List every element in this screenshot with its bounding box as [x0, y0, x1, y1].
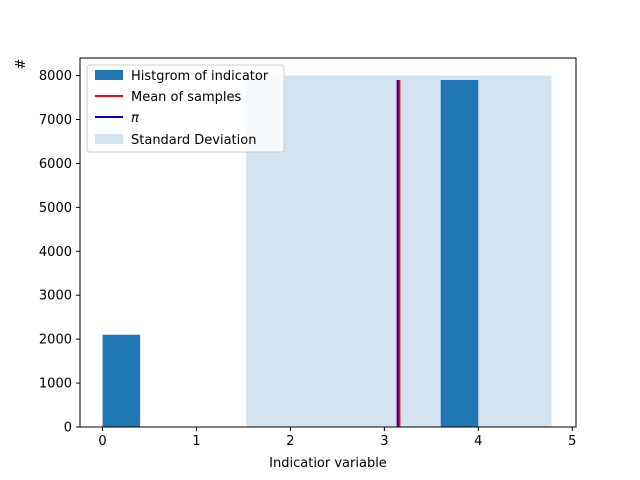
x-tick-label: 2	[286, 434, 294, 449]
legend: Histgrom of indicator Mean of samples π …	[86, 64, 285, 153]
x-tick-label: 0	[98, 434, 106, 449]
y-tick-label: 1000	[39, 377, 72, 392]
legend-std-swatch	[95, 134, 123, 144]
legend-mean-label: Mean of samples	[131, 90, 241, 105]
x-tick-label: 1	[192, 434, 200, 449]
y-tick-label: 2000	[39, 333, 72, 348]
histogram-bar-0	[102, 334, 141, 427]
y-tick-label: 7000	[39, 113, 72, 128]
y-tick-label: 5000	[39, 201, 72, 216]
line-layer	[396, 79, 401, 427]
y-tick-label: 6000	[39, 157, 72, 172]
y-tick-label: 4000	[39, 245, 72, 260]
legend-histogram-swatch	[95, 70, 123, 80]
y-ticks: 0 1000 2000 3000 4000 5000 6000 7000 8000	[39, 69, 80, 436]
y-axis-label: #	[14, 59, 29, 70]
y-tick-label: 0	[64, 421, 72, 436]
x-tick-label: 3	[380, 434, 388, 449]
y-tick-label: 8000	[39, 69, 72, 84]
y-tick-label: 3000	[39, 289, 72, 304]
x-ticks: 0 1 2 3 4 5	[98, 427, 576, 449]
x-tick-label: 4	[474, 434, 482, 449]
legend-std-label: Standard Deviation	[131, 133, 256, 148]
x-axis-label: Indicatior variable	[269, 456, 387, 471]
bar-layer	[102, 79, 479, 427]
plot-frame	[79, 57, 577, 428]
legend-histogram-label: Histgrom of indicator	[131, 69, 269, 84]
histogram-bar-1	[440, 79, 479, 427]
x-tick-label: 5	[568, 434, 576, 449]
legend-pi-label: π	[131, 111, 139, 126]
legend-box	[86, 64, 285, 153]
